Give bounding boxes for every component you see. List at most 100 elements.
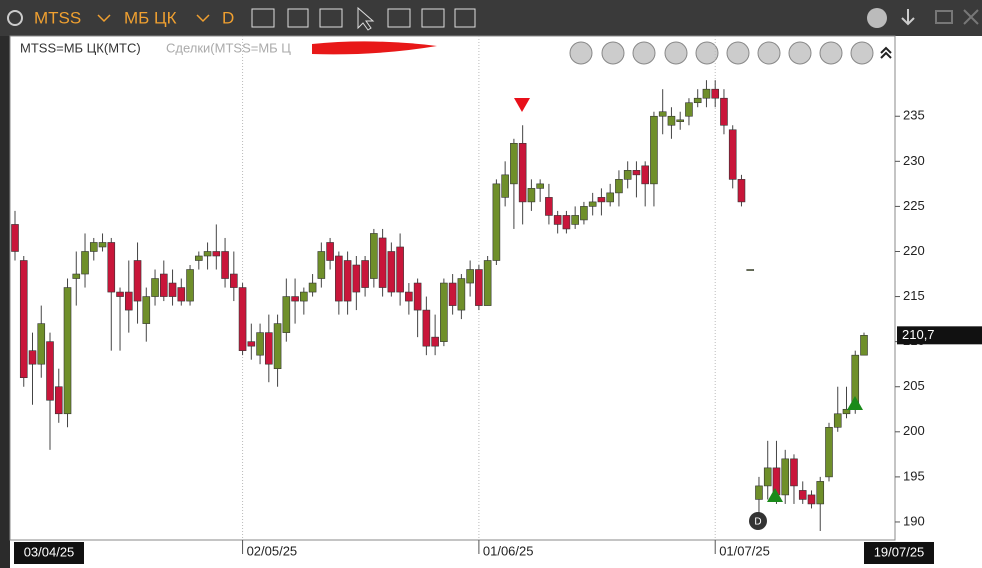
candle-body bbox=[352, 264, 361, 293]
candle-body bbox=[860, 335, 868, 356]
candle-body bbox=[238, 287, 247, 351]
candle-body bbox=[711, 88, 720, 99]
candle-body bbox=[72, 273, 81, 279]
candle-body bbox=[466, 269, 474, 284]
candle-body bbox=[133, 260, 142, 302]
candle-body bbox=[562, 215, 571, 230]
candle-body bbox=[396, 246, 404, 293]
candle-body bbox=[842, 408, 851, 415]
y-tick-label: 205 bbox=[903, 378, 925, 393]
candle-body bbox=[632, 170, 641, 176]
candle-body bbox=[151, 278, 159, 297]
candle-body bbox=[326, 242, 334, 261]
candle-body bbox=[37, 323, 46, 365]
candle-body bbox=[553, 215, 562, 225]
candle-body bbox=[387, 251, 396, 293]
candle-body bbox=[89, 242, 98, 252]
interval[interactable]: D bbox=[222, 8, 234, 27]
candle-body bbox=[475, 269, 483, 306]
candle-body bbox=[816, 481, 825, 505]
candle-body bbox=[186, 269, 194, 302]
candle-body bbox=[536, 183, 544, 189]
candle-body bbox=[588, 201, 597, 207]
candle-body bbox=[501, 174, 509, 198]
candle-body bbox=[317, 251, 326, 279]
legend-item: Сделки(MTSS=МБ Ц bbox=[166, 40, 291, 55]
candle-body bbox=[195, 255, 203, 261]
candle-body bbox=[457, 278, 466, 311]
nav-buttons[interactable] bbox=[569, 41, 874, 65]
candle-body bbox=[300, 291, 308, 302]
candle-body bbox=[667, 115, 676, 126]
candle-body bbox=[168, 282, 177, 297]
candle-body bbox=[448, 282, 457, 306]
candle-body bbox=[571, 215, 579, 225]
ticker[interactable]: MTSS bbox=[34, 8, 81, 27]
candle-body bbox=[807, 494, 816, 505]
candle-body bbox=[335, 255, 343, 302]
candle-body bbox=[54, 386, 63, 415]
y-tick-label: 220 bbox=[903, 243, 925, 258]
toolbar-icons[interactable] bbox=[251, 6, 979, 31]
candle-body bbox=[124, 291, 133, 311]
candle-body bbox=[606, 192, 614, 203]
y-tick-label: 225 bbox=[903, 198, 925, 213]
candle-body bbox=[650, 115, 658, 185]
collapse[interactable] bbox=[880, 46, 892, 59]
buy-marker bbox=[767, 488, 783, 502]
candle-body bbox=[19, 260, 28, 379]
candle-body bbox=[142, 296, 151, 324]
candle-body bbox=[46, 341, 54, 401]
candle-body bbox=[247, 341, 256, 347]
y-tick-label: 230 bbox=[903, 153, 925, 168]
candle-body bbox=[431, 336, 439, 347]
candle-body bbox=[212, 251, 221, 257]
candle-body bbox=[343, 260, 352, 302]
candle-body bbox=[370, 233, 378, 279]
x-tick-label: 01/07/25 bbox=[719, 543, 770, 558]
candle-body bbox=[737, 179, 746, 203]
y-tick-label: 200 bbox=[903, 423, 925, 438]
candle-body bbox=[405, 291, 413, 302]
dropdown[interactable] bbox=[97, 14, 111, 23]
candle-body bbox=[746, 269, 755, 271]
candle-body bbox=[833, 413, 842, 428]
candle-body bbox=[658, 111, 667, 117]
candle-body bbox=[203, 251, 212, 257]
buy-marker bbox=[847, 396, 863, 410]
status-icon[interactable] bbox=[7, 10, 23, 26]
candle-body bbox=[177, 287, 186, 302]
x-tick-label: 03/04/25 bbox=[24, 544, 75, 559]
candle-body bbox=[230, 273, 238, 288]
plot-frame bbox=[9, 35, 896, 541]
candle-body bbox=[63, 287, 72, 415]
redaction bbox=[312, 41, 437, 55]
candle-body bbox=[413, 282, 422, 311]
candle-body bbox=[685, 102, 693, 117]
chart-panel bbox=[10, 36, 982, 568]
candle-body bbox=[676, 119, 684, 122]
candle-body bbox=[755, 485, 763, 500]
candle-body bbox=[483, 260, 492, 306]
candle-body bbox=[81, 251, 89, 275]
board[interactable]: МБ ЦК bbox=[124, 8, 177, 27]
candle-body bbox=[693, 97, 702, 104]
candle-body bbox=[107, 242, 116, 293]
candle-body bbox=[361, 260, 369, 288]
candle-body bbox=[492, 183, 501, 261]
y-tick-label: 190 bbox=[903, 513, 925, 528]
candle-body bbox=[702, 88, 711, 99]
candle-body bbox=[308, 282, 317, 293]
candle-body bbox=[763, 467, 772, 487]
event-label: D bbox=[754, 517, 761, 528]
candle-body bbox=[221, 251, 229, 279]
y-tick-label: 235 bbox=[903, 108, 925, 123]
dropdown[interactable] bbox=[196, 14, 210, 23]
x-tick-box bbox=[864, 542, 934, 564]
candle-body bbox=[28, 350, 37, 365]
x-tick-box bbox=[14, 542, 84, 564]
candle-body bbox=[98, 242, 107, 248]
candle-body bbox=[116, 291, 124, 297]
candle-body bbox=[282, 296, 291, 333]
candle-body bbox=[422, 309, 431, 347]
